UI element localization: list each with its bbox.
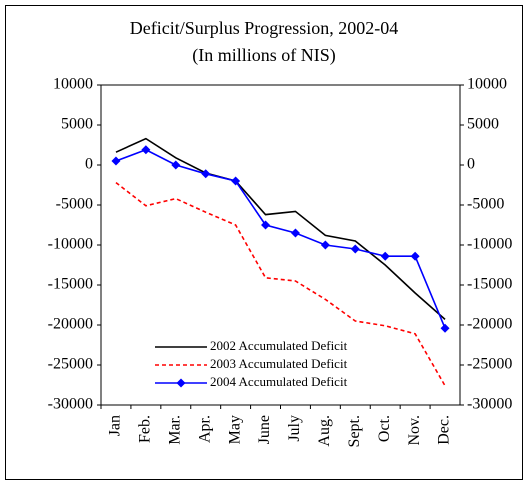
chart-subtitle: (In millions of NIS) <box>192 45 336 66</box>
y2-tick-label: -5000 <box>467 196 504 213</box>
y-tick-label: 0 <box>85 156 93 173</box>
y2-tick-label: -30000 <box>467 396 512 413</box>
marker <box>290 228 300 238</box>
x-tick-label: Oct. <box>376 415 393 442</box>
y-tick-label: -20000 <box>48 316 93 333</box>
y2-tick-label: -20000 <box>467 316 512 333</box>
y-tick-label: -5000 <box>56 196 93 213</box>
marker <box>440 323 450 333</box>
marker <box>201 169 211 179</box>
x-tick-label: Dec. <box>436 415 453 445</box>
x-tick-label: Sept. <box>346 415 363 447</box>
legend: 2002 Accumulated Deficit 2003 Accumulated… <box>155 338 348 389</box>
chart-title: Deficit/Surplus Progression, 2002-04 <box>130 18 398 38</box>
y2-tick-label: -15000 <box>467 276 512 293</box>
x-tick-label: Aug. <box>316 415 333 447</box>
marker <box>261 220 271 230</box>
y2-tick-label: 10000 <box>467 76 507 93</box>
series-line <box>115 181 446 387</box>
marker <box>320 240 330 250</box>
y-tick-label: -25000 <box>48 356 93 373</box>
marker <box>171 160 181 170</box>
marker <box>380 251 390 261</box>
x-tick-label: July <box>286 415 303 442</box>
y2-tick-label: -25000 <box>467 356 512 373</box>
legend-marker <box>176 378 186 388</box>
marker <box>350 244 360 254</box>
y-tick-label: 5000 <box>61 116 93 133</box>
x-tick-label: May <box>226 415 243 444</box>
y2-tick-label: -10000 <box>467 236 512 253</box>
series-line <box>115 137 446 320</box>
x-tick-label: Mar. <box>166 415 183 445</box>
marker <box>141 145 151 155</box>
legend-label: 2004 Accumulated Deficit <box>210 374 348 389</box>
y2-tick-label: 5000 <box>467 116 499 133</box>
y2-tick-label: 0 <box>467 156 475 173</box>
series-line <box>115 148 446 329</box>
x-tick-label: Nov. <box>406 415 423 446</box>
marker <box>231 176 241 186</box>
marker <box>111 156 121 166</box>
y-tick-label: 10000 <box>53 76 93 93</box>
x-tick-label: Feb. <box>137 415 154 443</box>
x-tick-label: Apr. <box>196 415 213 443</box>
y-tick-label: -30000 <box>48 396 93 413</box>
x-tick-label: June <box>256 415 273 444</box>
legend-label: 2003 Accumulated Deficit <box>210 356 348 371</box>
y-tick-label: -15000 <box>48 276 93 293</box>
chart-frame <box>5 5 523 480</box>
marker <box>410 251 420 261</box>
legend-label: 2002 Accumulated Deficit <box>210 338 348 353</box>
x-tick-label: Jan <box>107 415 124 436</box>
y-tick-label: -10000 <box>48 236 93 253</box>
